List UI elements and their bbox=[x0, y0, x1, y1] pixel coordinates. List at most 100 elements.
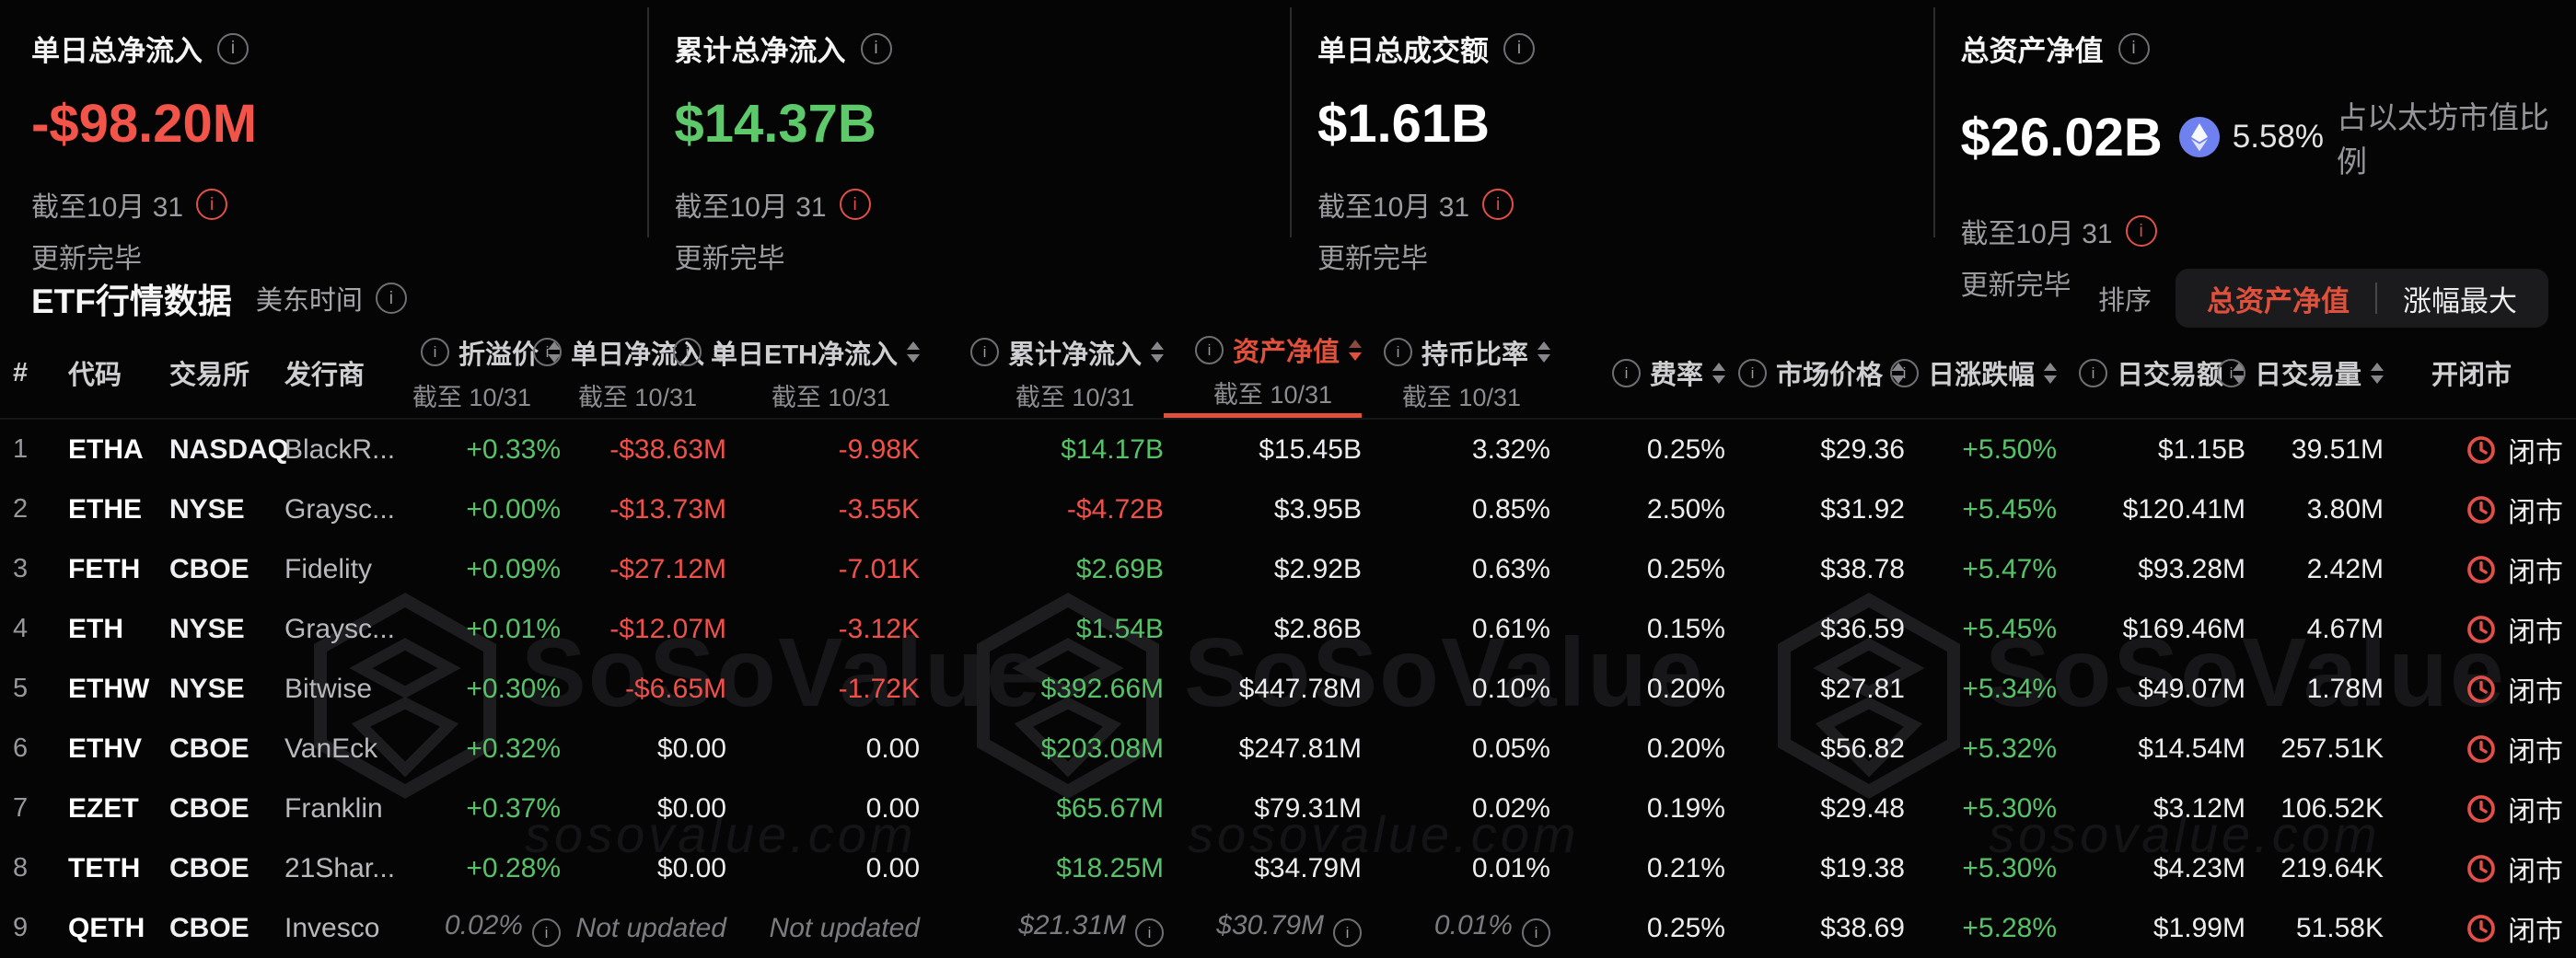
cell-change: +5.30% bbox=[1905, 793, 2057, 825]
info-icon[interactable]: i bbox=[1522, 918, 1550, 947]
stat-value: $14.37B bbox=[675, 93, 1291, 155]
alert-info-icon[interactable]: i bbox=[2126, 215, 2157, 247]
info-icon[interactable]: i bbox=[970, 338, 999, 366]
info-icon[interactable]: i bbox=[1890, 359, 1919, 387]
info-icon[interactable]: i bbox=[673, 338, 702, 366]
cell-rank: 1 bbox=[13, 434, 68, 465]
sort-carets[interactable] bbox=[1349, 340, 1362, 361]
cell-holding_ratio: 0.01%i bbox=[1362, 910, 1550, 947]
cell-ticker: ETHE bbox=[68, 494, 169, 525]
info-icon[interactable]: i bbox=[533, 338, 562, 366]
info-icon[interactable]: i bbox=[421, 338, 449, 366]
stat-value: $26.02B 5.58% 占以太坊市值比例 bbox=[1961, 93, 2576, 181]
asof-text: 截至10月 31 bbox=[1317, 184, 1469, 225]
info-icon[interactable]: i bbox=[1738, 359, 1767, 387]
cell-holding_ratio: 3.32% bbox=[1362, 434, 1550, 466]
info-icon[interactable]: i bbox=[2118, 33, 2150, 64]
col-sub-daily_inflow: 截至 10/31 bbox=[578, 377, 697, 413]
cell-change: +5.47% bbox=[1905, 554, 2057, 585]
cell-holding_ratio: 0.63% bbox=[1362, 554, 1550, 585]
cell-rank: 4 bbox=[13, 614, 68, 644]
cell-cum_inflow: $18.25M bbox=[920, 853, 1164, 884]
header-line: # bbox=[13, 358, 28, 388]
info-icon[interactable]: i bbox=[2079, 359, 2107, 387]
asof-text: 截至10月 31 bbox=[1961, 211, 2113, 251]
stat-card-daily-net-inflow: 单日总净流入 i -$98.20M 截至10月 31 i 更新完毕 bbox=[0, 0, 647, 248]
sort-carets[interactable] bbox=[1712, 363, 1725, 384]
market-status-text: 闭市 bbox=[2508, 789, 2563, 829]
cell-daily_eth_inflow: -3.55K bbox=[726, 494, 920, 525]
info-icon[interactable]: i bbox=[532, 918, 561, 947]
cell-vol_shares: 4.67M bbox=[2245, 614, 2384, 645]
alert-info-icon[interactable]: i bbox=[840, 189, 871, 220]
info-icon[interactable]: i bbox=[1195, 336, 1224, 364]
cell-cum_inflow: $1.54B bbox=[920, 614, 1164, 645]
cell-premium: +0.33% bbox=[436, 434, 561, 466]
cell-daily_inflow: -$27.12M bbox=[561, 554, 726, 585]
market-status-text: 闭市 bbox=[2508, 430, 2563, 470]
cell-fee: 2.50% bbox=[1550, 494, 1725, 525]
sort-carets[interactable] bbox=[1537, 341, 1550, 363]
sort-carets[interactable] bbox=[1151, 341, 1164, 363]
cell-issuer: Graysc... bbox=[284, 614, 436, 645]
info-icon[interactable]: i bbox=[1384, 338, 1412, 366]
alert-info-icon[interactable]: i bbox=[196, 189, 227, 220]
cell-rank: 6 bbox=[13, 733, 68, 764]
alert-info-icon[interactable]: i bbox=[1482, 189, 1514, 220]
market-closed-clock-icon bbox=[2466, 494, 2497, 525]
sort-carets[interactable] bbox=[2371, 363, 2384, 384]
market-status-text: 闭市 bbox=[2508, 729, 2563, 769]
info-icon[interactable]: i bbox=[861, 33, 892, 64]
market-closed-clock-icon bbox=[2466, 674, 2497, 705]
info-icon[interactable]: i bbox=[1612, 359, 1641, 387]
stat-card-cumulative-net-inflow: 累计总净流入 i $14.37B 截至10月 31 i 更新完毕 bbox=[647, 0, 1291, 248]
info-icon[interactable]: i bbox=[217, 33, 249, 64]
col-label-holding_ratio: 持币比率 bbox=[1421, 333, 1528, 372]
cell-nav: $2.92B bbox=[1164, 554, 1362, 585]
info-icon[interactable]: i bbox=[1503, 33, 1535, 64]
cell-cum_inflow: $14.17B bbox=[920, 434, 1164, 466]
info-icon[interactable]: i bbox=[2217, 359, 2245, 387]
cell-status: 闭市 bbox=[2384, 549, 2563, 590]
cell-status: 闭市 bbox=[2384, 430, 2563, 470]
sort-carets[interactable] bbox=[907, 341, 920, 363]
col-label-rank: # bbox=[13, 358, 28, 388]
info-icon[interactable]: i bbox=[1135, 918, 1164, 947]
cell-nav: $2.86B bbox=[1164, 614, 1362, 645]
stat-value: -$98.20M bbox=[31, 93, 647, 155]
cell-holding_ratio: 0.85% bbox=[1362, 494, 1550, 525]
info-icon[interactable]: i bbox=[376, 283, 407, 314]
cell-nav: $79.31M bbox=[1164, 793, 1362, 825]
sort-option-top-gainers[interactable]: 涨幅最大 bbox=[2377, 269, 2543, 328]
sort-carets[interactable] bbox=[2044, 363, 2057, 384]
cell-vol_usd: $120.41M bbox=[2057, 494, 2245, 525]
cell-premium: +0.01% bbox=[436, 614, 561, 645]
info-icon[interactable]: i bbox=[1333, 918, 1362, 947]
header-line: i 持币比率 bbox=[1384, 333, 1550, 372]
stat-title: 单日总净流入 i bbox=[31, 28, 647, 69]
cell-holding_ratio: 0.02% bbox=[1362, 793, 1550, 825]
sort-option-total-nav[interactable]: 总资产净值 bbox=[2181, 269, 2375, 328]
